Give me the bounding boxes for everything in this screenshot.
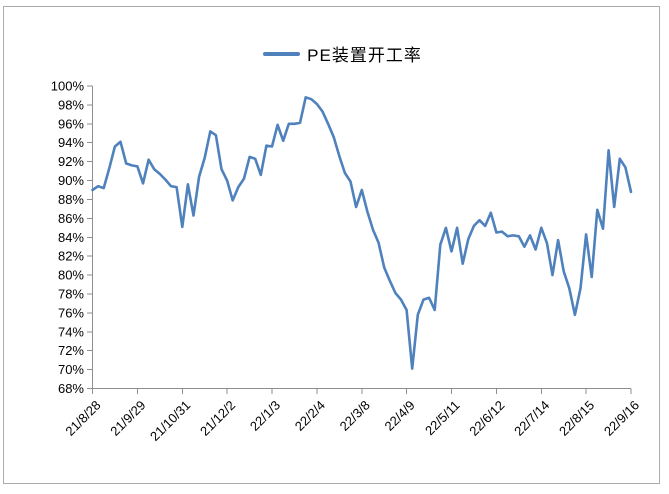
x-tick-label: 21/12/2 — [197, 398, 238, 439]
y-tick-label: 80% — [58, 268, 84, 283]
y-tick-label: 72% — [58, 343, 84, 358]
y-tick-label: 90% — [58, 173, 84, 188]
y-tick-label: 86% — [58, 211, 84, 226]
y-tick-label: 68% — [58, 381, 84, 396]
y-tick-label: 96% — [58, 116, 84, 131]
y-tick-label: 74% — [58, 324, 84, 339]
y-tick-label: 82% — [58, 249, 84, 264]
x-tick-label: 22/9/16 — [601, 398, 642, 439]
legend: PE装置开工率 — [8, 41, 669, 66]
x-tick-label: 22/8/15 — [556, 398, 597, 439]
x-tick-label: 22/3/8 — [337, 398, 373, 434]
y-tick-label: 84% — [58, 230, 84, 245]
legend-line-sample-icon — [263, 51, 301, 56]
y-tick-label: 88% — [58, 192, 84, 207]
y-tick-label: 78% — [58, 286, 84, 301]
x-tick-label: 21/8/28 — [62, 398, 103, 439]
legend-label: PE装置开工率 — [307, 46, 422, 65]
y-tick-label: 76% — [58, 305, 84, 320]
x-tick-label: 21/9/29 — [107, 398, 148, 439]
x-tick-label: 21/10/31 — [147, 398, 193, 444]
y-tick-label: 98% — [58, 97, 84, 112]
x-tick-label: 22/6/12 — [466, 398, 507, 439]
series-line-pe — [91, 96, 633, 370]
y-tick-label: 100% — [51, 79, 85, 94]
x-tick-label: 22/4/9 — [382, 398, 418, 434]
y-tick-label: 70% — [58, 362, 84, 377]
y-tick-label: 92% — [58, 154, 84, 169]
x-tick-label: 22/7/14 — [511, 398, 552, 439]
x-tick-label: 22/2/4 — [292, 398, 328, 434]
x-tick-label: 22/1/3 — [247, 398, 283, 434]
x-tick-label: 22/5/11 — [422, 398, 463, 439]
y-tick-label: 94% — [58, 135, 84, 150]
